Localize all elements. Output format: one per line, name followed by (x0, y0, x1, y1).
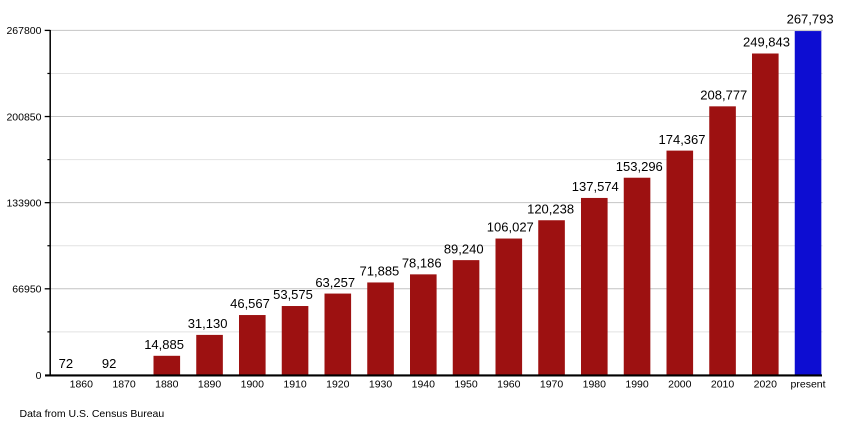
svg-text:249,843: 249,843 (743, 35, 790, 50)
svg-text:72: 72 (59, 356, 73, 371)
svg-text:78,186: 78,186 (402, 256, 442, 271)
svg-text:0: 0 (36, 370, 42, 382)
svg-text:89,240: 89,240 (444, 241, 484, 256)
svg-text:1880: 1880 (155, 378, 179, 390)
svg-text:66950: 66950 (12, 284, 41, 296)
svg-text:267800: 267800 (6, 25, 41, 37)
svg-text:106,027: 106,027 (487, 220, 534, 235)
svg-text:1980: 1980 (583, 378, 607, 390)
svg-text:267,793: 267,793 (787, 12, 834, 27)
svg-text:1910: 1910 (283, 378, 307, 390)
svg-text:31,130: 31,130 (188, 316, 228, 331)
svg-text:1970: 1970 (540, 378, 564, 390)
svg-text:1930: 1930 (369, 378, 393, 390)
svg-text:53,575: 53,575 (273, 287, 313, 302)
svg-text:46,567: 46,567 (230, 296, 270, 311)
svg-text:14,885: 14,885 (144, 337, 184, 352)
svg-text:2020: 2020 (754, 378, 778, 390)
svg-text:2010: 2010 (711, 378, 735, 390)
svg-text:Data from U.S. Census Bureau: Data from U.S. Census Bureau (20, 408, 165, 420)
svg-text:1890: 1890 (198, 378, 222, 390)
svg-text:1940: 1940 (412, 378, 436, 390)
svg-text:1950: 1950 (454, 378, 478, 390)
svg-text:133900: 133900 (6, 197, 41, 209)
svg-text:200850: 200850 (6, 111, 41, 123)
svg-text:92: 92 (102, 356, 116, 371)
svg-text:120,238: 120,238 (527, 201, 574, 216)
svg-text:153,296: 153,296 (616, 159, 663, 174)
svg-text:71,885: 71,885 (360, 264, 400, 279)
svg-text:2000: 2000 (668, 378, 692, 390)
svg-text:1860: 1860 (70, 378, 94, 390)
svg-text:1990: 1990 (625, 378, 649, 390)
svg-text:1900: 1900 (241, 378, 265, 390)
svg-text:174,367: 174,367 (659, 132, 706, 147)
svg-text:208,777: 208,777 (700, 88, 747, 103)
svg-text:present: present (791, 378, 826, 390)
svg-text:1960: 1960 (497, 378, 521, 390)
svg-text:1870: 1870 (112, 378, 136, 390)
svg-text:63,257: 63,257 (315, 275, 355, 290)
svg-text:1920: 1920 (326, 378, 350, 390)
svg-text:137,574: 137,574 (572, 179, 619, 194)
